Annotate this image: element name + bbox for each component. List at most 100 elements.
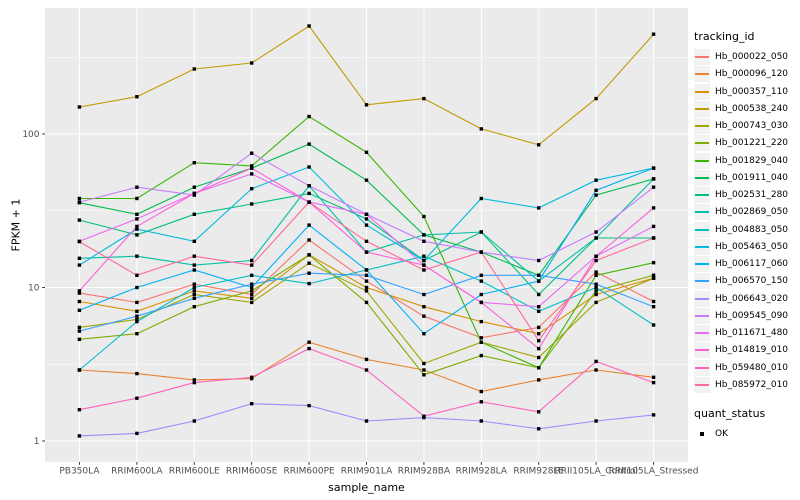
data-point: [594, 96, 598, 101]
data-point: [250, 164, 254, 168]
y-axis-title: FPKM + 1: [9, 198, 23, 252]
data-point: [651, 276, 656, 280]
legend-key-line: [695, 383, 709, 386]
x-tick-label: PB350LA: [59, 467, 100, 477]
data-point: [135, 300, 139, 305]
data-point: [307, 114, 311, 119]
data-point: [422, 254, 426, 258]
legend-title-quant-status: quant_status: [694, 406, 766, 420]
data-point: [594, 289, 598, 293]
data-point: [135, 273, 139, 277]
data-point: [135, 95, 139, 99]
data-point: [192, 191, 196, 196]
data-point: [364, 268, 369, 272]
legend-item-label: Hb_006643_020: [715, 293, 789, 304]
legend-item-label: Hb_059480_010: [715, 362, 789, 373]
data-point: [422, 268, 426, 272]
legend-item-label: Hb_005463_050: [715, 241, 789, 252]
data-point: [77, 196, 82, 201]
legend-key-line: [695, 211, 709, 214]
data-point: [135, 224, 139, 229]
legend-key-swatch: [694, 342, 710, 359]
data-point: [307, 142, 311, 146]
legend-key-swatch: [694, 66, 710, 83]
legend-key-line: [695, 194, 709, 196]
data-point: [479, 319, 483, 324]
data-point: [651, 166, 656, 170]
data-point: [192, 239, 196, 243]
data-point: [307, 261, 311, 265]
data-point: [364, 289, 369, 293]
legend-key-swatch: [694, 100, 710, 117]
legend-key-swatch: [694, 49, 710, 65]
data-point: [250, 292, 254, 297]
data-point: [364, 239, 369, 243]
x-tick-label: RRIM901LA: [341, 467, 393, 477]
data-point: [651, 380, 656, 385]
x-tick-label: RRIM928LE: [513, 467, 564, 477]
data-point: [364, 357, 369, 362]
y-tick-label: 100: [22, 130, 39, 140]
legend-key-line: [695, 159, 709, 162]
data-point: [594, 258, 598, 263]
legend-key-line: [695, 349, 709, 352]
data-point: [192, 305, 196, 309]
data-point: [594, 193, 598, 197]
data-point: [651, 273, 656, 277]
data-point: [594, 188, 598, 192]
data-point: [479, 336, 483, 340]
legend-key-swatch: [694, 204, 710, 221]
legend-key-line: [695, 125, 709, 127]
data-point: [364, 419, 369, 423]
legend-key-swatch: [694, 273, 710, 290]
data-point: [135, 314, 139, 318]
data-point: [77, 337, 82, 341]
data-point: [77, 299, 82, 304]
data-point: [307, 271, 311, 275]
data-point: [364, 150, 369, 154]
legend-key-line: [695, 245, 709, 248]
data-point: [594, 230, 598, 234]
data-point: [250, 296, 254, 300]
data-point: [250, 151, 254, 155]
data-point: [77, 256, 82, 260]
legend-item-label: Hb_001829_040: [715, 155, 789, 166]
data-point: [594, 273, 598, 277]
legend-key-swatch: [694, 135, 710, 152]
data-point: [422, 233, 426, 237]
data-point: [135, 332, 139, 336]
x-tick-label: RRIM928LA: [456, 467, 508, 477]
data-point: [537, 427, 541, 431]
data-point: [364, 279, 369, 283]
data-point: [422, 414, 426, 418]
data-point: [77, 325, 82, 330]
data-point: [135, 319, 139, 324]
data-point: [537, 378, 541, 382]
data-point: [479, 400, 483, 404]
data-point: [537, 355, 541, 360]
legend-key-swatch: [694, 187, 710, 203]
x-tick-label: RRIM600LA: [111, 467, 163, 477]
data-point: [479, 340, 483, 344]
data-point: [77, 368, 82, 372]
data-point: [537, 305, 541, 309]
legend-item-label: Hb_000538_240: [715, 103, 789, 114]
legend-item-label: Hb_000357_110: [715, 86, 789, 97]
data-point: [307, 238, 311, 242]
data-point: [192, 289, 196, 293]
data-point: [364, 250, 369, 254]
legend-key-swatch: [694, 256, 710, 272]
data-point: [422, 361, 426, 366]
legend-key-swatch: [694, 221, 710, 238]
data-point: [479, 300, 483, 305]
legend-key-line: [695, 142, 709, 145]
legend-key-line: [695, 297, 709, 300]
legend-item-label: Hb_014819_010: [715, 345, 789, 356]
data-point: [594, 236, 598, 240]
data-point: [192, 378, 196, 382]
data-point: [364, 178, 369, 182]
data-point: [307, 184, 311, 188]
data-point: [307, 191, 311, 196]
